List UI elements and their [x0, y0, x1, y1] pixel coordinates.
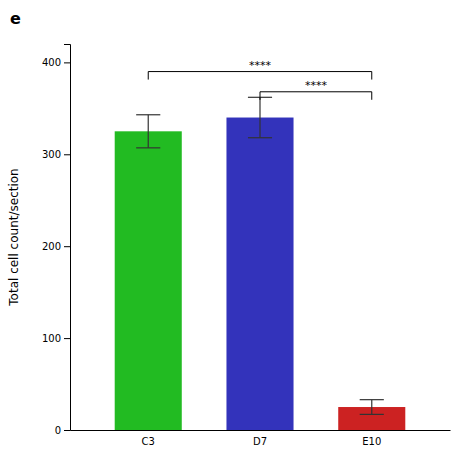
y-tick: 100 [42, 333, 70, 344]
y-tick: 200 [42, 241, 70, 252]
y-tick: 400 [42, 57, 70, 68]
y-tick-label: 100 [42, 333, 61, 344]
x-axis: C3 D7 E10 [71, 431, 451, 448]
error-bar-cap [136, 147, 160, 148]
chart-container: 0 100 200 300 400 C3 D7 E10 **** **** Total cell c… [0, 0, 474, 474]
y-tick-mark [64, 338, 70, 339]
marks [115, 97, 406, 430]
bar [115, 131, 182, 430]
error-bar-line [148, 115, 149, 148]
y-tick-mark [64, 246, 70, 247]
y-axis-title: Total cell count/section [7, 168, 21, 306]
error-bar [136, 115, 160, 148]
y-axis-line [64, 45, 71, 431]
y-tick-label: 400 [42, 57, 61, 68]
x-tick-label: D7 [253, 436, 267, 447]
panel-label: e [10, 9, 21, 28]
error-bar [360, 400, 384, 415]
error-bar [248, 97, 272, 137]
chart-svg: 0 100 200 300 400 C3 D7 E10 **** **** Total cell c… [0, 0, 474, 474]
x-tick: C3 [142, 436, 155, 447]
annotations: **** **** [148, 59, 372, 100]
bracket-line [148, 72, 372, 80]
x-tick: D7 [253, 436, 267, 447]
x-axis-line [71, 430, 451, 431]
plot: 0 100 200 300 400 C3 D7 E10 **** **** [42, 45, 451, 448]
error-bar-cap [248, 137, 272, 138]
y-tick-label: 0 [55, 425, 61, 436]
x-tick: E10 [362, 436, 381, 447]
x-tick-label: E10 [362, 436, 381, 447]
y-tick: 0 [55, 425, 70, 436]
y-tick-mark [64, 62, 70, 63]
significance-bracket: **** [260, 79, 372, 100]
y-tick-mark [64, 154, 70, 155]
y-tick-mark [64, 430, 70, 431]
bar [226, 118, 293, 430]
error-bar-cap [136, 114, 160, 115]
significance-bracket: **** [148, 59, 372, 80]
y-axis: 0 100 200 300 400 [42, 45, 71, 436]
significance-label: **** [305, 79, 328, 92]
y-tick: 300 [42, 149, 70, 160]
y-tick-label: 200 [42, 241, 61, 252]
x-tick-label: C3 [142, 436, 155, 447]
error-bar-cap [360, 414, 384, 415]
error-bar-cap [360, 399, 384, 400]
bracket-line [260, 92, 372, 100]
error-bar-line [259, 97, 260, 137]
y-tick-label: 300 [42, 149, 61, 160]
significance-label: **** [249, 59, 272, 72]
error-bar-line [371, 400, 372, 415]
